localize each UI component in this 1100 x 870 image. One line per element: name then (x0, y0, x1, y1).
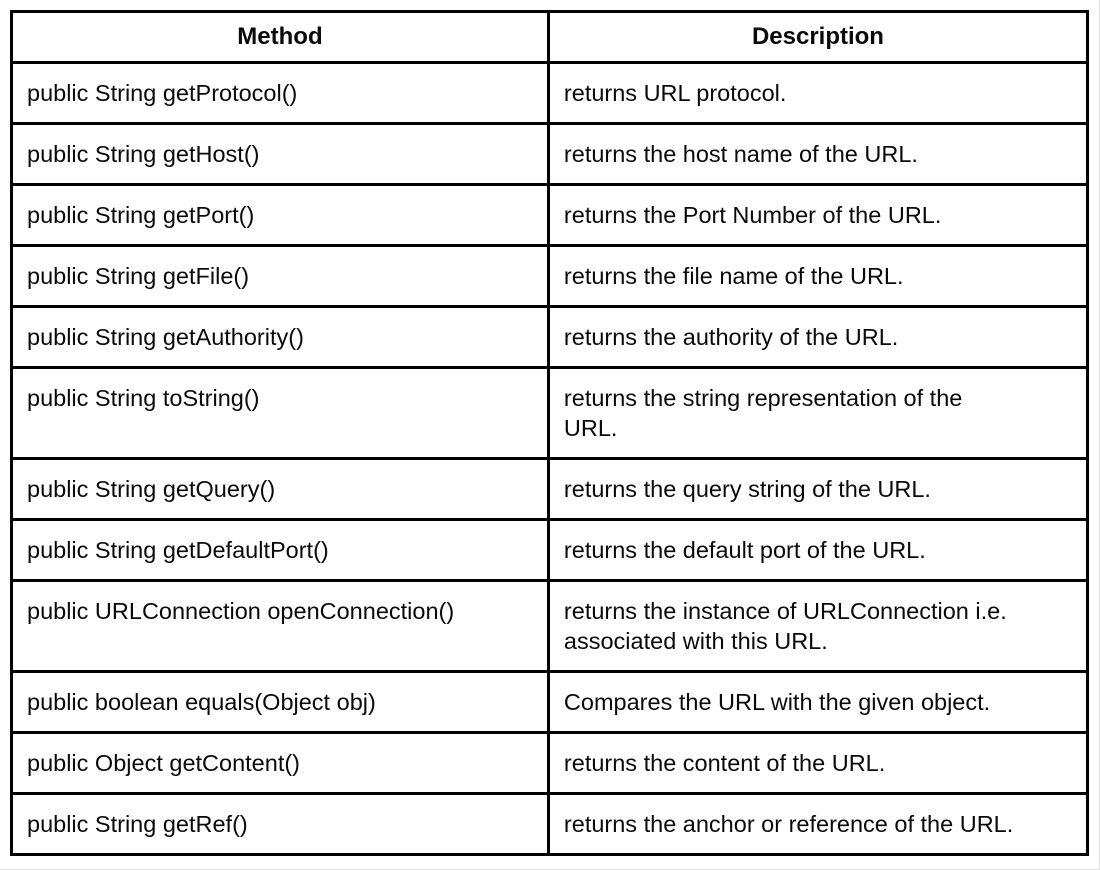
table-row: public String getDefaultPort() returns th… (10, 518, 1090, 582)
description-cell: Compares the URL with the given object. (546, 670, 1090, 734)
description-cell: returns the file name of the URL. (546, 244, 1090, 308)
table-body: public String getProtocol() returns URL p… (10, 61, 1090, 856)
description-cell: returns the host name of the URL. (546, 122, 1090, 186)
header-row: Method Description (10, 10, 1090, 64)
table-row: public String getFile() returns the file … (10, 244, 1090, 308)
table-header: Method Description (10, 10, 1090, 64)
method-column-header: Method (10, 10, 550, 64)
method-cell: public String getProtocol() (10, 61, 550, 125)
table-row: public boolean equals(Object obj) Compare… (10, 670, 1090, 734)
table-row: public String getProtocol() returns URL p… (10, 61, 1090, 125)
description-cell: returns the default port of the URL. (546, 518, 1090, 582)
method-cell: public String getFile() (10, 244, 550, 308)
table-row: public Object getContent() returns the co… (10, 731, 1090, 795)
description-cell: returns the query string of the URL. (546, 457, 1090, 521)
method-cell: public String getPort() (10, 183, 550, 247)
description-cell: returns the string representation of the… (546, 366, 1090, 460)
description-cell: returns the anchor or reference of the U… (546, 792, 1090, 856)
method-cell: public String getQuery() (10, 457, 550, 521)
table-row: public String toString() returns the stri… (10, 366, 1090, 460)
method-cell: public String toString() (10, 366, 550, 460)
description-cell: returns the instance of URLConnection i.… (546, 579, 1090, 673)
method-cell: public boolean equals(Object obj) (10, 670, 550, 734)
url-methods-table: Method Description public String getProt… (10, 10, 1090, 856)
table-row: public String getQuery() returns the quer… (10, 457, 1090, 521)
description-cell: returns the Port Number of the URL. (546, 183, 1090, 247)
method-cell: public Object getContent() (10, 731, 550, 795)
method-cell: public String getAuthority() (10, 305, 550, 369)
table-row: public String getRef() returns the anchor… (10, 792, 1090, 856)
description-cell: returns URL protocol. (546, 61, 1090, 125)
table-row: public String getAuthority() returns the … (10, 305, 1090, 369)
description-column-header: Description (546, 10, 1090, 64)
table-row: public String getPort() returns the Port … (10, 183, 1090, 247)
table-row: public String getHost() returns the host … (10, 122, 1090, 186)
method-cell: public String getRef() (10, 792, 550, 856)
method-cell: public URLConnection openConnection() (10, 579, 550, 673)
description-cell: returns the authority of the URL. (546, 305, 1090, 369)
description-cell: returns the content of the URL. (546, 731, 1090, 795)
method-cell: public String getHost() (10, 122, 550, 186)
table-row: public URLConnection openConnection() ret… (10, 579, 1090, 673)
method-cell: public String getDefaultPort() (10, 518, 550, 582)
